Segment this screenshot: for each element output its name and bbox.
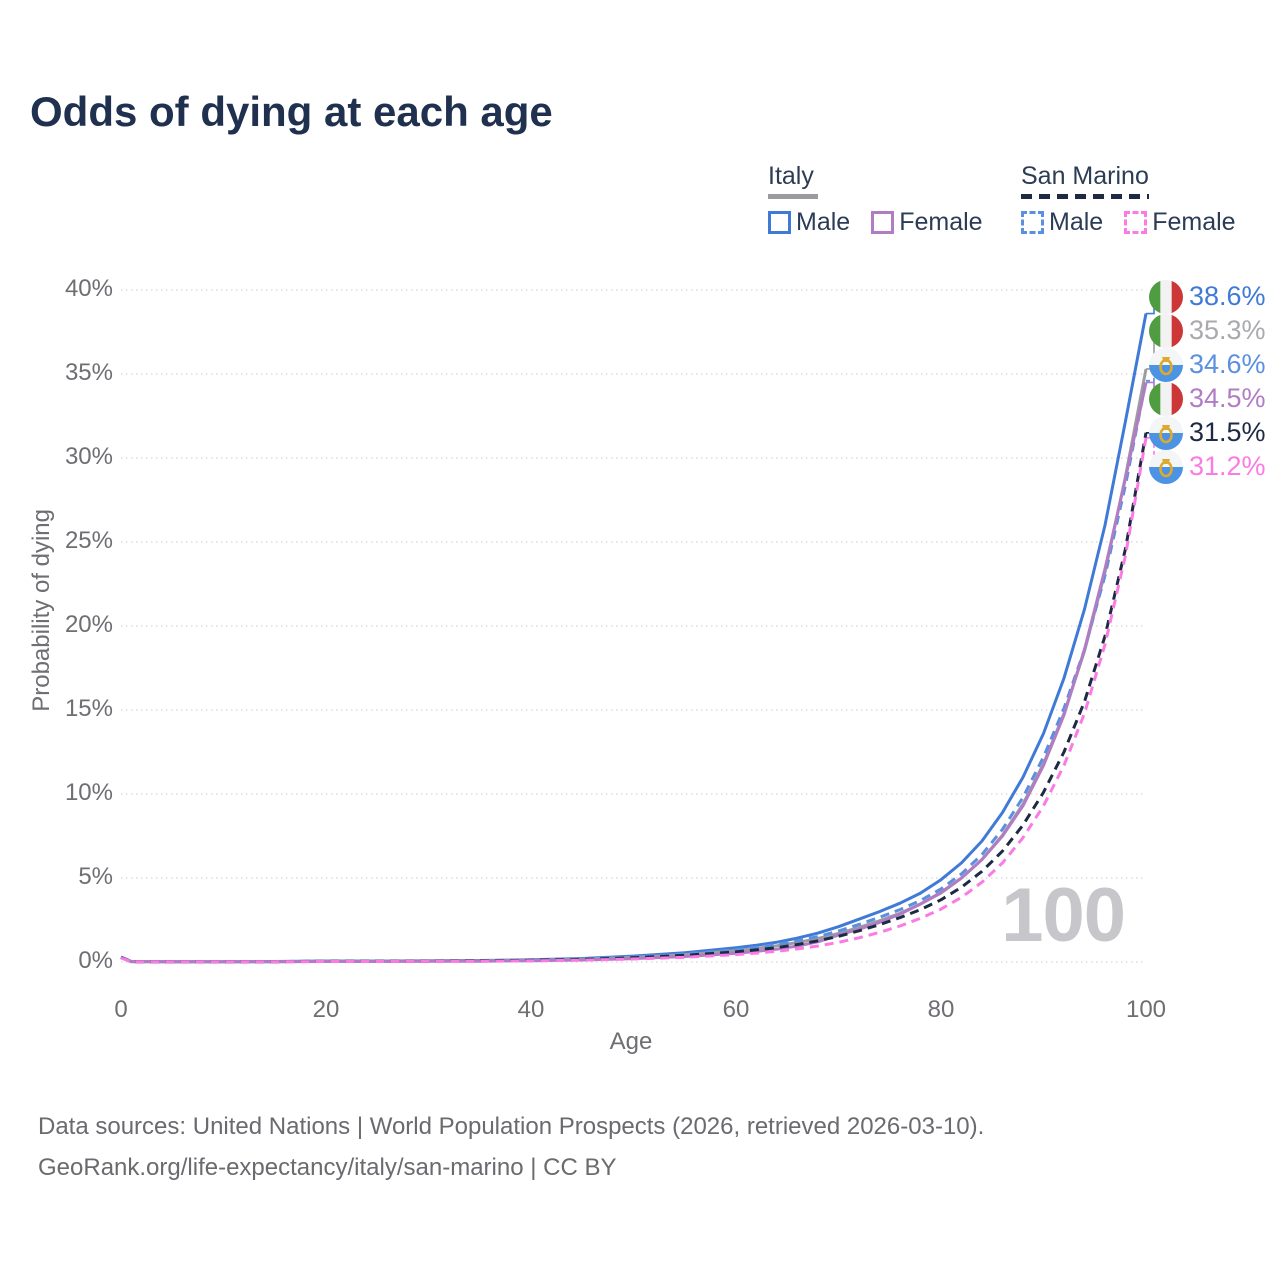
y-tick-30: 30%	[64, 443, 113, 470]
legend-group-italy: Italy Male Female	[768, 162, 983, 237]
end-label-san-marino-both: 31.5%	[1189, 417, 1266, 447]
x-tick-40: 40	[517, 996, 545, 1023]
x-tick-60: 60	[722, 996, 750, 1023]
legend-italy-header[interactable]: Italy	[768, 162, 814, 190]
legend-item-label: Male	[796, 208, 851, 236]
san-marino-female-swatch-icon	[1124, 211, 1148, 234]
italy-female-swatch-icon	[871, 211, 895, 234]
legend-item-label: Female	[899, 208, 983, 236]
legend-group-san-marino: San Marino Male Female	[1021, 162, 1236, 237]
page-title: Odds of dying at each age	[30, 88, 553, 135]
y-tick-40: 40%	[64, 275, 113, 302]
end-label-italy-male: 38.6%	[1189, 281, 1266, 311]
x-tick-80: 80	[927, 996, 955, 1023]
san-marino-flag-icon	[1149, 416, 1183, 450]
legend-san-marino-underline	[1021, 194, 1149, 199]
san-marino-flag-icon	[1149, 450, 1183, 484]
end-label-san-marino-female: 31.2%	[1189, 451, 1266, 481]
san-marino-flag-icon	[1149, 348, 1183, 382]
y-tick-10: 10%	[64, 779, 113, 806]
legend-item-italy-female[interactable]: Female	[871, 208, 983, 237]
end-label-italy-both: 35.3%	[1189, 315, 1266, 345]
italy-flag-icon	[1149, 314, 1183, 348]
line-san-marino-female[interactable]	[120, 437, 1148, 964]
san-marino-male-swatch-icon	[1021, 211, 1044, 234]
legend-item-italy-male[interactable]: Male	[768, 208, 850, 237]
legend-italy-underline	[768, 194, 818, 199]
y-tick-15: 15%	[64, 695, 113, 722]
end-label-italy-female: 34.5%	[1189, 383, 1266, 413]
legend-item-san-marino-female[interactable]: Female	[1124, 208, 1236, 237]
y-tick-5: 5%	[78, 863, 113, 890]
italy-male-swatch-icon	[768, 211, 791, 234]
y-tick-20: 20%	[64, 611, 113, 638]
legend-item-san-marino-male[interactable]: Male	[1021, 208, 1103, 237]
x-axis-title: Age	[609, 1028, 653, 1055]
italy-flag-icon	[1149, 382, 1183, 416]
end-label-san-marino-male: 34.6%	[1189, 349, 1266, 379]
x-tick-20: 20	[312, 996, 340, 1023]
line-italy-male[interactable]	[120, 313, 1148, 964]
legend-item-label: Female	[1152, 208, 1236, 236]
legend-item-label: Male	[1049, 208, 1104, 236]
x-tick-100: 100	[1125, 996, 1167, 1023]
footer-data-sources: Data sources: United Nations | World Pop…	[38, 1113, 985, 1140]
age-watermark: 100	[1001, 873, 1126, 958]
x-tick-0: 0	[114, 996, 128, 1023]
y-tick-0: 0%	[78, 947, 113, 974]
legend-san-marino-header[interactable]: San Marino	[1021, 162, 1149, 190]
y-tick-35: 35%	[64, 359, 113, 386]
italy-flag-icon	[1149, 280, 1183, 314]
footer-attribution: GeoRank.org/life-expectancy/italy/san-ma…	[38, 1154, 617, 1181]
y-tick-25: 25%	[64, 527, 113, 554]
footer: Data sources: United Nations | World Pop…	[38, 1106, 984, 1188]
